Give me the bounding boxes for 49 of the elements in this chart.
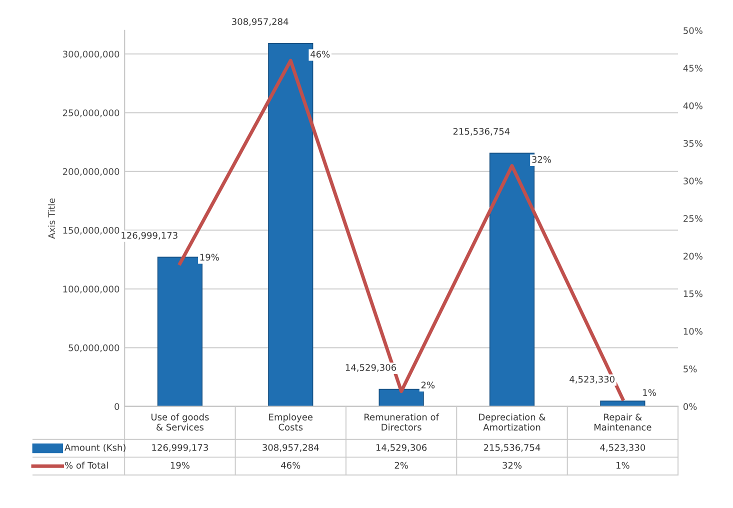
y-tick-label: 0 [114, 403, 120, 410]
y2-tick-label: 15% [684, 290, 702, 298]
text: 19% [200, 254, 219, 261]
x-tick-label: Remuneration of Directors [364, 413, 440, 431]
y2-tick-label: 10% [684, 328, 702, 335]
data-label: 14,529,306 [376, 444, 427, 452]
text: 2% [421, 382, 435, 388]
bar [600, 400, 646, 406]
y2-tick-label: 45% [683, 64, 702, 72]
legend-label: Amount (Ksh) [64, 444, 126, 452]
y-tick-label: 100,000,000 [63, 286, 120, 294]
text: 1% [643, 389, 656, 396]
text: 46% [310, 50, 330, 58]
data-label: 215,536,754 [484, 444, 540, 452]
text: 308,957,284 [232, 18, 288, 26]
y2-tick-label: 40% [683, 102, 702, 110]
data-label: 4,523,330 [600, 444, 646, 452]
y-tick-label: 250,000,000 [62, 109, 120, 118]
text: 32% [532, 156, 552, 163]
y2-tick-label: 50% [684, 27, 702, 34]
data-label: 126,999,173 [152, 444, 208, 452]
y2-tick-label: 0% [683, 403, 697, 410]
data-label: 46% [281, 462, 300, 469]
x-tick-label: Depreciation & Amortization [479, 413, 546, 431]
y-axis-title: Axis Title [48, 198, 56, 239]
y-tick-label: 150,000,000 [63, 226, 120, 235]
line-series [178, 58, 624, 401]
y2-tick-label: 25% [684, 215, 702, 222]
data-label: 32% [502, 462, 522, 469]
y-tick-label: 50,000,000 [68, 344, 120, 352]
data-label: 308,957,284 [262, 444, 319, 452]
y-tick-label: 200,000,000 [62, 168, 120, 176]
y2-tick-label: 35% [684, 140, 702, 147]
data-label: 2% [394, 462, 408, 469]
y2-tick-label: 30% [684, 178, 702, 184]
y2-tick-label: 20% [684, 252, 702, 260]
data-label: 19% [170, 462, 190, 469]
text: 126,999,173 [122, 232, 178, 240]
x-tick-label: Repair & Maintenance [594, 413, 652, 431]
x-tick-label: Employee Costs [269, 413, 313, 431]
data-label: 1% [616, 462, 630, 469]
y-tick-label: 300,000,000 [63, 50, 120, 58]
y2-tick-label: 5% [684, 366, 697, 372]
legend-label: % of Total [65, 462, 108, 469]
text: 14,529,306 [346, 364, 396, 372]
text: 215,536,754 [453, 128, 510, 136]
bar [378, 388, 424, 406]
text: 4,523,330 [570, 376, 614, 384]
x-tick-label: Use of goods & Services [151, 413, 209, 431]
